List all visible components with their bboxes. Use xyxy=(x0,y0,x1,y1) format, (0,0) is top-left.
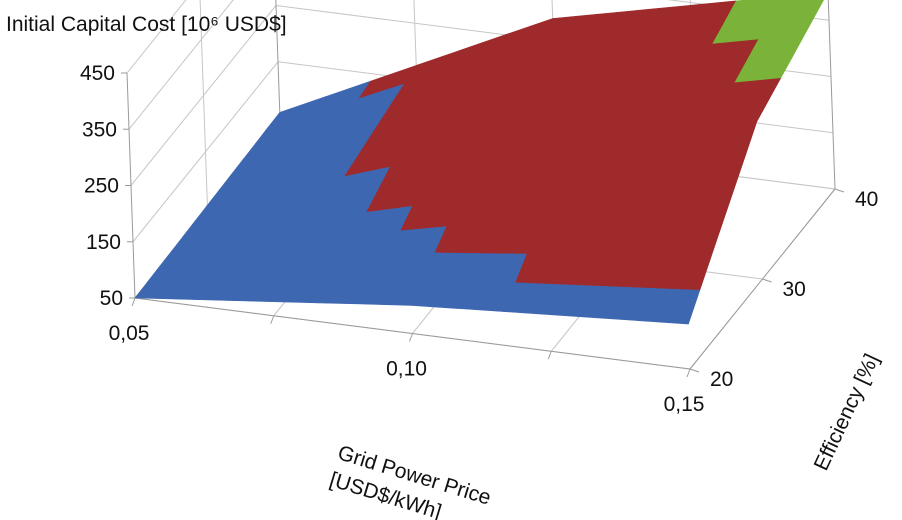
x-tick-mark xyxy=(686,368,691,378)
x-tick-mark xyxy=(131,297,136,307)
wall-corner-line xyxy=(275,0,281,119)
y-tick-label: 20 xyxy=(710,368,733,391)
y-axis-label: Efficiency [%] xyxy=(810,350,884,474)
surface-patch xyxy=(641,288,701,325)
x-tick-label: 0,15 xyxy=(664,393,705,416)
y-tick-mark xyxy=(689,368,700,373)
z-tick-label: 350 xyxy=(82,118,117,141)
z-tick-label: 250 xyxy=(84,175,119,198)
y-tick-mark xyxy=(834,188,845,193)
left-wall-gridline xyxy=(126,0,187,74)
y-tick-mark xyxy=(762,278,772,283)
x-axis-label: Grid Power Price [USD$/kWh] xyxy=(327,441,499,520)
z-tick-label: 150 xyxy=(86,231,121,254)
x-tick-mark xyxy=(547,351,552,360)
z-tick-label: 50 xyxy=(100,287,123,310)
wall-edge-line xyxy=(827,0,836,190)
chart-title: Initial Capital Cost [10⁶ USD$] xyxy=(6,13,287,36)
left-wall-vertical-gridline xyxy=(199,0,208,209)
y-tick-label: 40 xyxy=(855,188,878,211)
z-tick-label: 450 xyxy=(80,62,115,85)
y-tick-label: 30 xyxy=(783,278,806,301)
surface-plot xyxy=(134,0,824,325)
x-tick-mark xyxy=(409,333,413,342)
x-tick-label: 0,10 xyxy=(386,358,427,381)
x-tick-label: 0,05 xyxy=(109,322,150,345)
x-tick-mark xyxy=(270,315,275,324)
